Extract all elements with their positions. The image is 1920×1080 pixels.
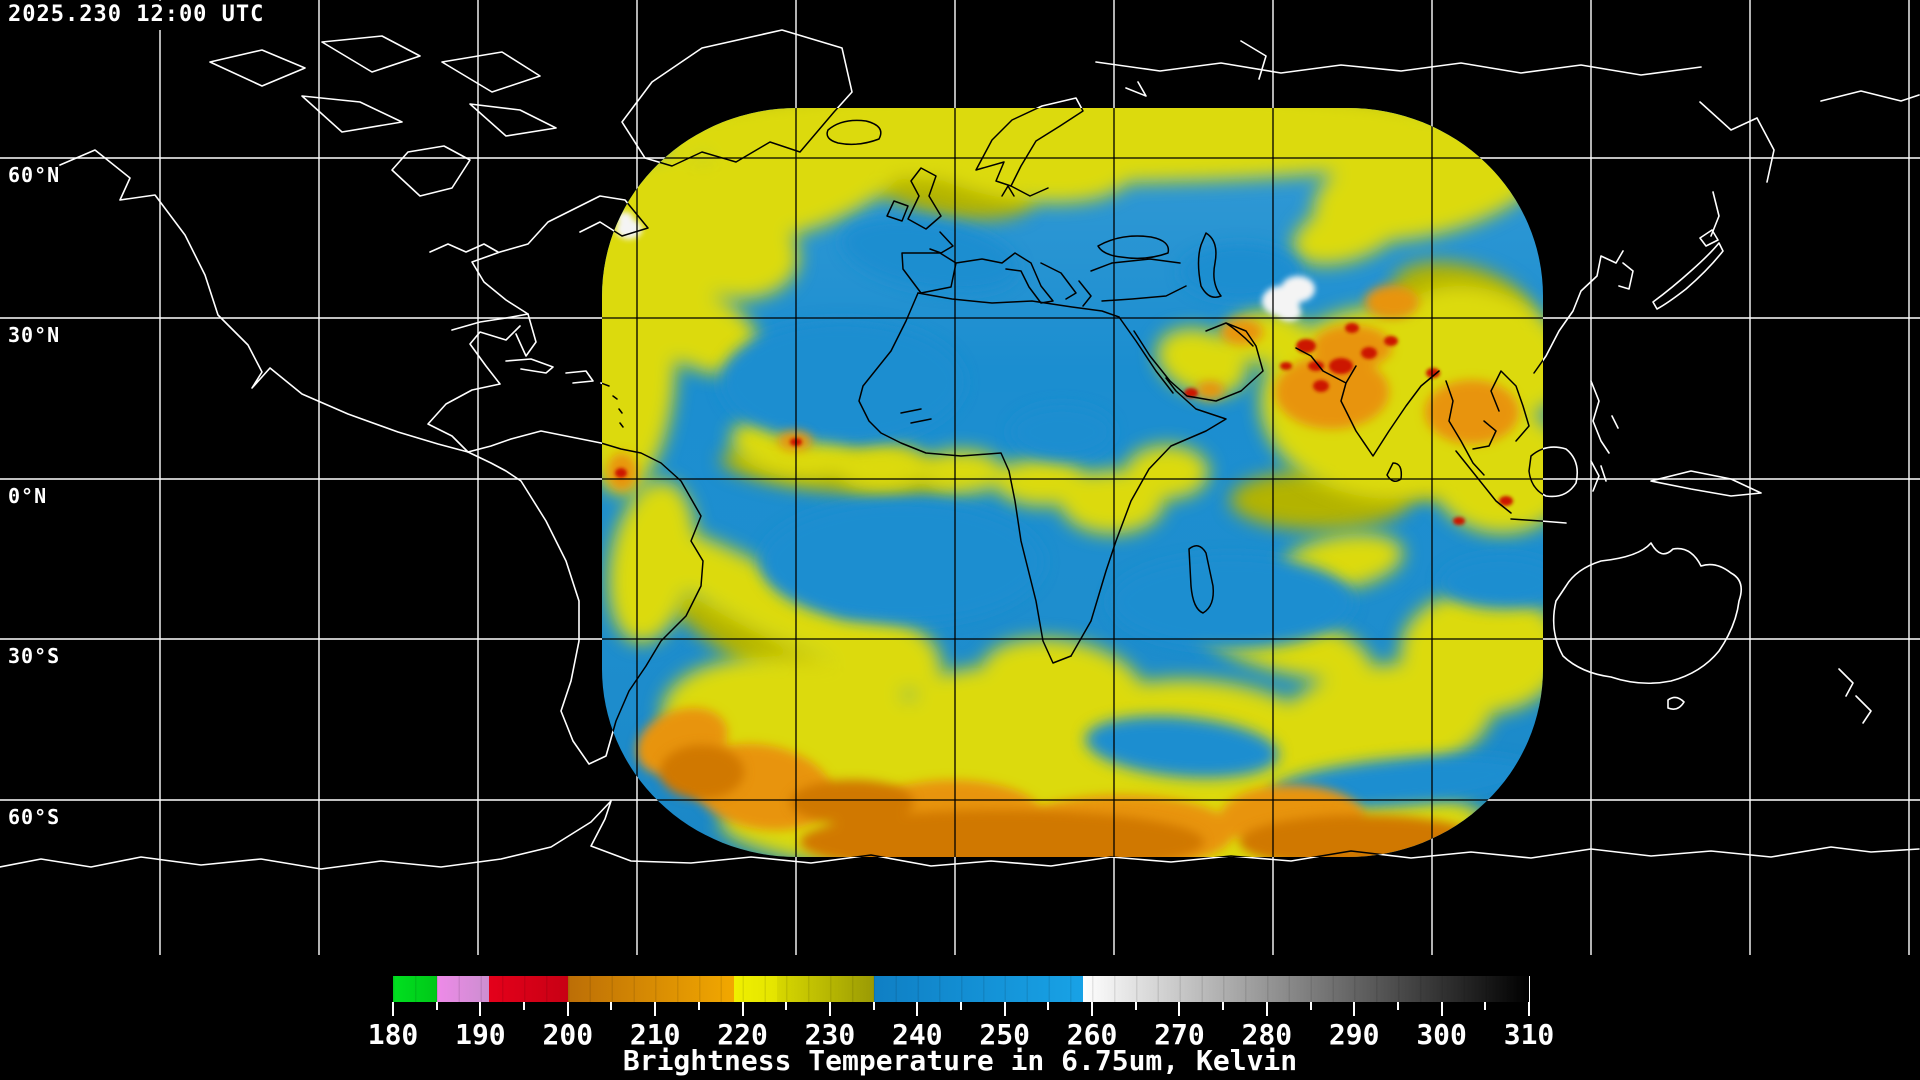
colorbar-tick-label: 210 (629, 1018, 681, 1051)
colorbar-tick-label: 280 (1241, 1018, 1293, 1051)
wv-red-cold-specks (615, 323, 1513, 525)
colorbar-tick-label: 190 (455, 1018, 506, 1051)
colorbar-minor-tick (1484, 1002, 1486, 1010)
colorbar-major-tick (567, 1002, 569, 1016)
colorbar-tick-label: 230 (804, 1018, 856, 1051)
colorbar-major-tick (1353, 1002, 1355, 1016)
colorbar-major-tick (1441, 1002, 1443, 1016)
colorbar-minor-tick (873, 1002, 875, 1010)
colorbar-minor-tick (1222, 1002, 1224, 1010)
colorbar-tick-label: 260 (1066, 1018, 1118, 1051)
colorbar-major-tick (654, 1002, 656, 1016)
wv-white-coldest-cloud (616, 212, 1315, 321)
latitude-label: 60°N (8, 163, 61, 187)
latitude-label: 30°N (8, 323, 61, 347)
colorbar-step-banding (393, 976, 1529, 1002)
colorbar-tick-label: 220 (717, 1018, 768, 1051)
colorbar-major-tick (1266, 1002, 1268, 1016)
colorbar-minor-tick (1135, 1002, 1137, 1010)
latitude-label: 30°S (8, 644, 61, 668)
colorbar-minor-tick (1047, 1002, 1049, 1010)
colorbar-major-tick (392, 1002, 394, 1016)
colorbar-tick-label: 180 (367, 1018, 419, 1051)
colorbar-tick-label: 310 (1503, 1018, 1555, 1051)
colorbar-tick-label: 300 (1416, 1018, 1467, 1051)
colorbar-minor-tick (785, 1002, 787, 1010)
colorbar-minor-tick (698, 1002, 700, 1010)
colorbar-minor-tick (1397, 1002, 1399, 1010)
colorbar-tick-label: 250 (979, 1018, 1030, 1051)
satellite-data-disk (602, 108, 1543, 857)
colorbar-major-tick (742, 1002, 744, 1016)
colorbar-major-tick (829, 1002, 831, 1016)
colorbar-tick-label: 240 (892, 1018, 943, 1051)
colorbar-major-tick (479, 1002, 481, 1016)
colorbar-minor-tick (610, 1002, 612, 1010)
colorbar-tick-label: 200 (542, 1018, 594, 1051)
timestamp: 2025.230 12:00 UTC (6, 1, 275, 30)
colorbar-minor-tick (523, 1002, 525, 1010)
colorbar-major-tick (916, 1002, 918, 1016)
colorbar-major-tick (1004, 1002, 1006, 1016)
latitude-label: 60°S (8, 805, 61, 829)
latitude-label: 0°N (8, 484, 48, 508)
colorbar-gradient (393, 976, 1530, 1002)
colorbar-major-tick (1528, 1002, 1530, 1016)
colorbar-major-tick (1091, 1002, 1093, 1016)
colorbar-major-tick (1178, 1002, 1180, 1016)
colorbar-tick-label: 290 (1328, 1018, 1380, 1051)
colorbar-caption: Brightness Temperature in 6.75um, Kelvin (622, 1044, 1298, 1077)
colorbar-minor-tick (960, 1002, 962, 1010)
colorbar-tick-label: 270 (1154, 1018, 1205, 1051)
colorbar-minor-tick (1310, 1002, 1312, 1010)
colorbar-minor-tick (436, 1002, 438, 1010)
